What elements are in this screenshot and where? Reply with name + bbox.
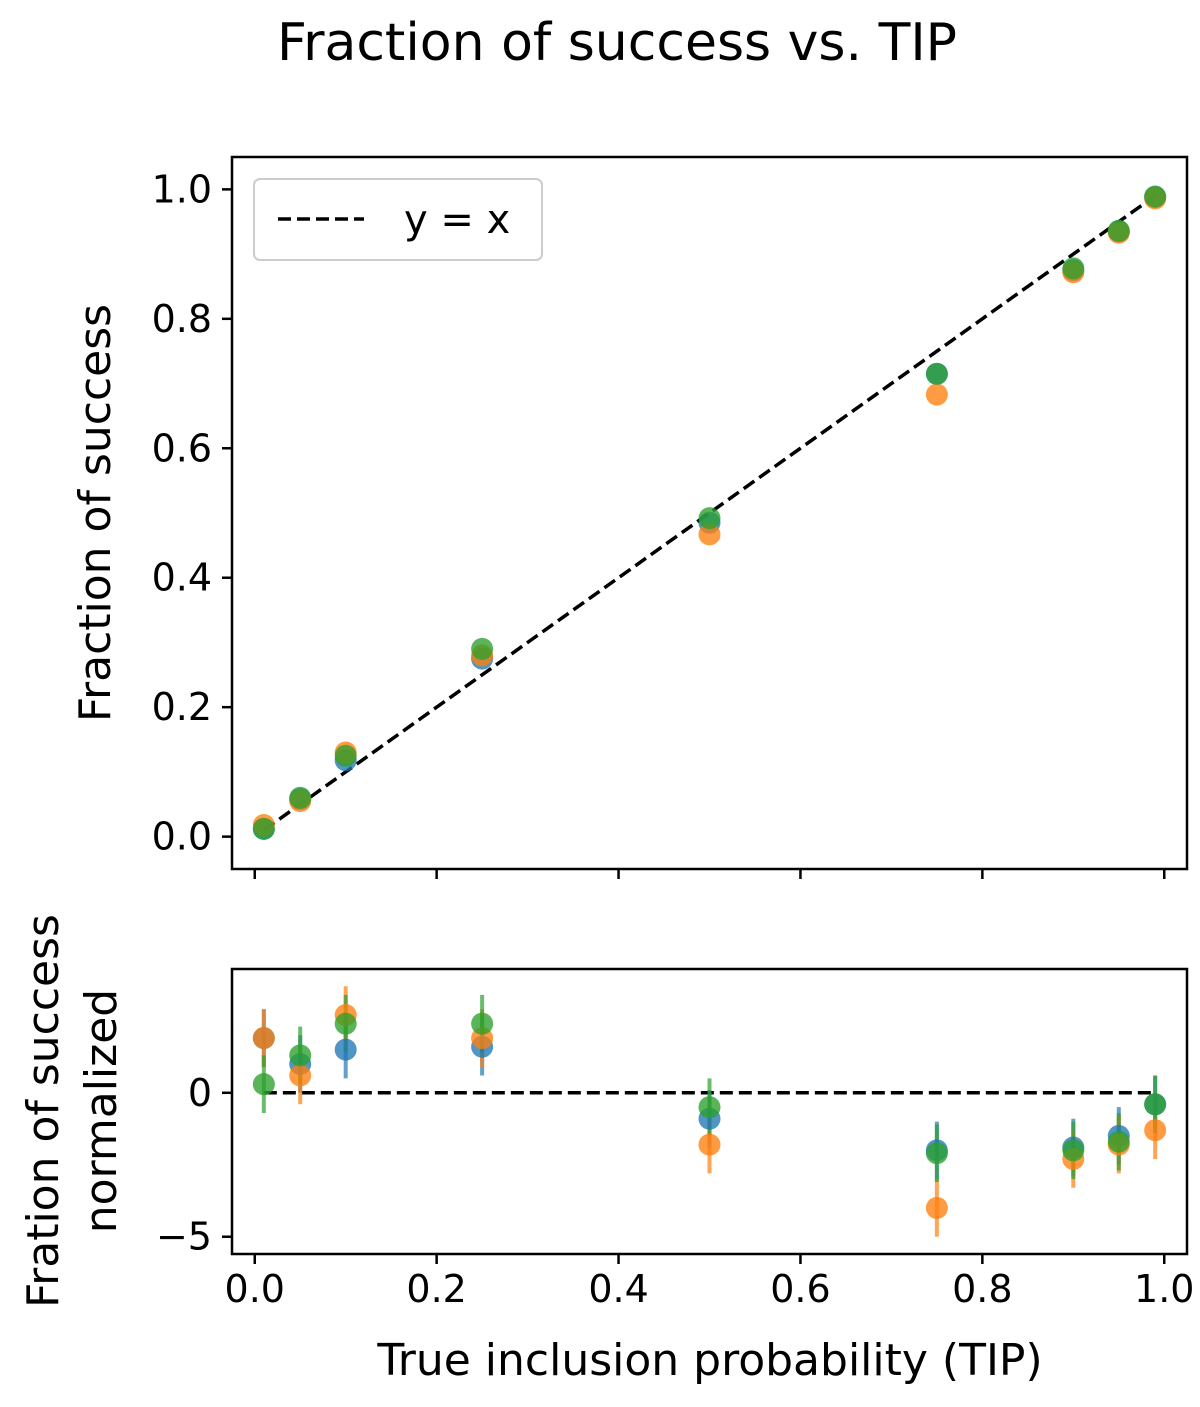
top-y-tick-label: 0.2 bbox=[152, 685, 212, 729]
top-data-point bbox=[698, 507, 721, 530]
chart-title: Fraction of success vs. TIP bbox=[277, 13, 957, 73]
bottom-data-marks bbox=[252, 986, 1167, 1237]
top-data-point bbox=[471, 637, 494, 660]
top-data-point bbox=[289, 786, 312, 809]
x-axis-label: True inclusion probability (TIP) bbox=[376, 1335, 1042, 1386]
bottom-data-point bbox=[252, 1073, 275, 1096]
bottom-data-point bbox=[252, 1027, 275, 1050]
bottom-data-point bbox=[925, 1196, 948, 1219]
bottom-plot-frame bbox=[230, 967, 1189, 1256]
bottom-data-point bbox=[698, 1133, 721, 1156]
top-data-point bbox=[1107, 219, 1130, 242]
bottom-axis-ticks: −5 0 0.0 0.2 0.4 0.6 0.8 1.0 bbox=[156, 1071, 1195, 1311]
legend-box bbox=[253, 178, 543, 261]
top-reference-dashed-line bbox=[262, 194, 1157, 832]
top-y-axis-label: Fraction of success bbox=[70, 304, 121, 722]
bottom-data-point bbox=[925, 1142, 948, 1165]
bottom-x-tick-label: 0.6 bbox=[770, 1267, 830, 1311]
bottom-y-tick-label: 0 bbox=[188, 1071, 212, 1115]
bottom-data-point bbox=[334, 1012, 357, 1035]
bottom-data-point bbox=[1107, 1130, 1130, 1153]
bottom-y-tick-label: −5 bbox=[156, 1215, 212, 1259]
top-axis-ticks: 0.0 0.2 0.4 0.6 0.8 1.0 bbox=[152, 167, 1166, 879]
top-y-tick-label: 1.0 bbox=[152, 167, 212, 211]
bottom-x-tick-label: 0.0 bbox=[225, 1267, 285, 1311]
top-data-point bbox=[925, 362, 948, 385]
top-data-point bbox=[925, 383, 948, 406]
top-data-marks bbox=[252, 185, 1167, 840]
bottom-x-tick-label: 0.2 bbox=[406, 1267, 466, 1311]
legend: y = x bbox=[253, 178, 543, 261]
bottom-data-point bbox=[698, 1096, 721, 1119]
top-panel: 0.0 0.2 0.4 0.6 0.8 1.0 Fraction of success y… bbox=[70, 155, 1189, 879]
top-y-tick-label: 0.8 bbox=[152, 297, 212, 341]
bottom-y-axis-label-line-1: Fration of success bbox=[18, 914, 69, 1308]
top-y-tick-label: 0.4 bbox=[152, 556, 212, 600]
bottom-x-tick-label: 1.0 bbox=[1134, 1267, 1194, 1311]
bottom-data-point bbox=[1144, 1119, 1167, 1142]
top-plot-frame bbox=[230, 155, 1189, 871]
bottom-data-point bbox=[289, 1064, 312, 1087]
bottom-y-axis-label-line-2: normalized bbox=[76, 989, 127, 1234]
top-data-point bbox=[1062, 257, 1085, 280]
bottom-data-point bbox=[334, 1038, 357, 1061]
top-y-tick-label: 0.6 bbox=[152, 426, 212, 470]
top-data-point bbox=[334, 744, 357, 767]
top-data-point bbox=[698, 523, 721, 546]
top-y-tick-label: 0.0 bbox=[152, 815, 212, 859]
bottom-data-point bbox=[289, 1044, 312, 1067]
bottom-x-tick-label: 0.4 bbox=[588, 1267, 648, 1311]
bottom-data-point bbox=[471, 1012, 494, 1035]
bottom-data-point bbox=[1062, 1139, 1085, 1162]
bottom-panel: −5 0 0.0 0.2 0.4 0.6 0.8 1.0 Fration of success… bbox=[18, 914, 1194, 1386]
top-data-point bbox=[252, 817, 275, 840]
bottom-x-tick-label: 0.8 bbox=[952, 1267, 1012, 1311]
top-data-point bbox=[1144, 185, 1167, 208]
bottom-data-point bbox=[1144, 1093, 1167, 1116]
legend-entry-y-equals-x: y = x bbox=[404, 197, 510, 243]
